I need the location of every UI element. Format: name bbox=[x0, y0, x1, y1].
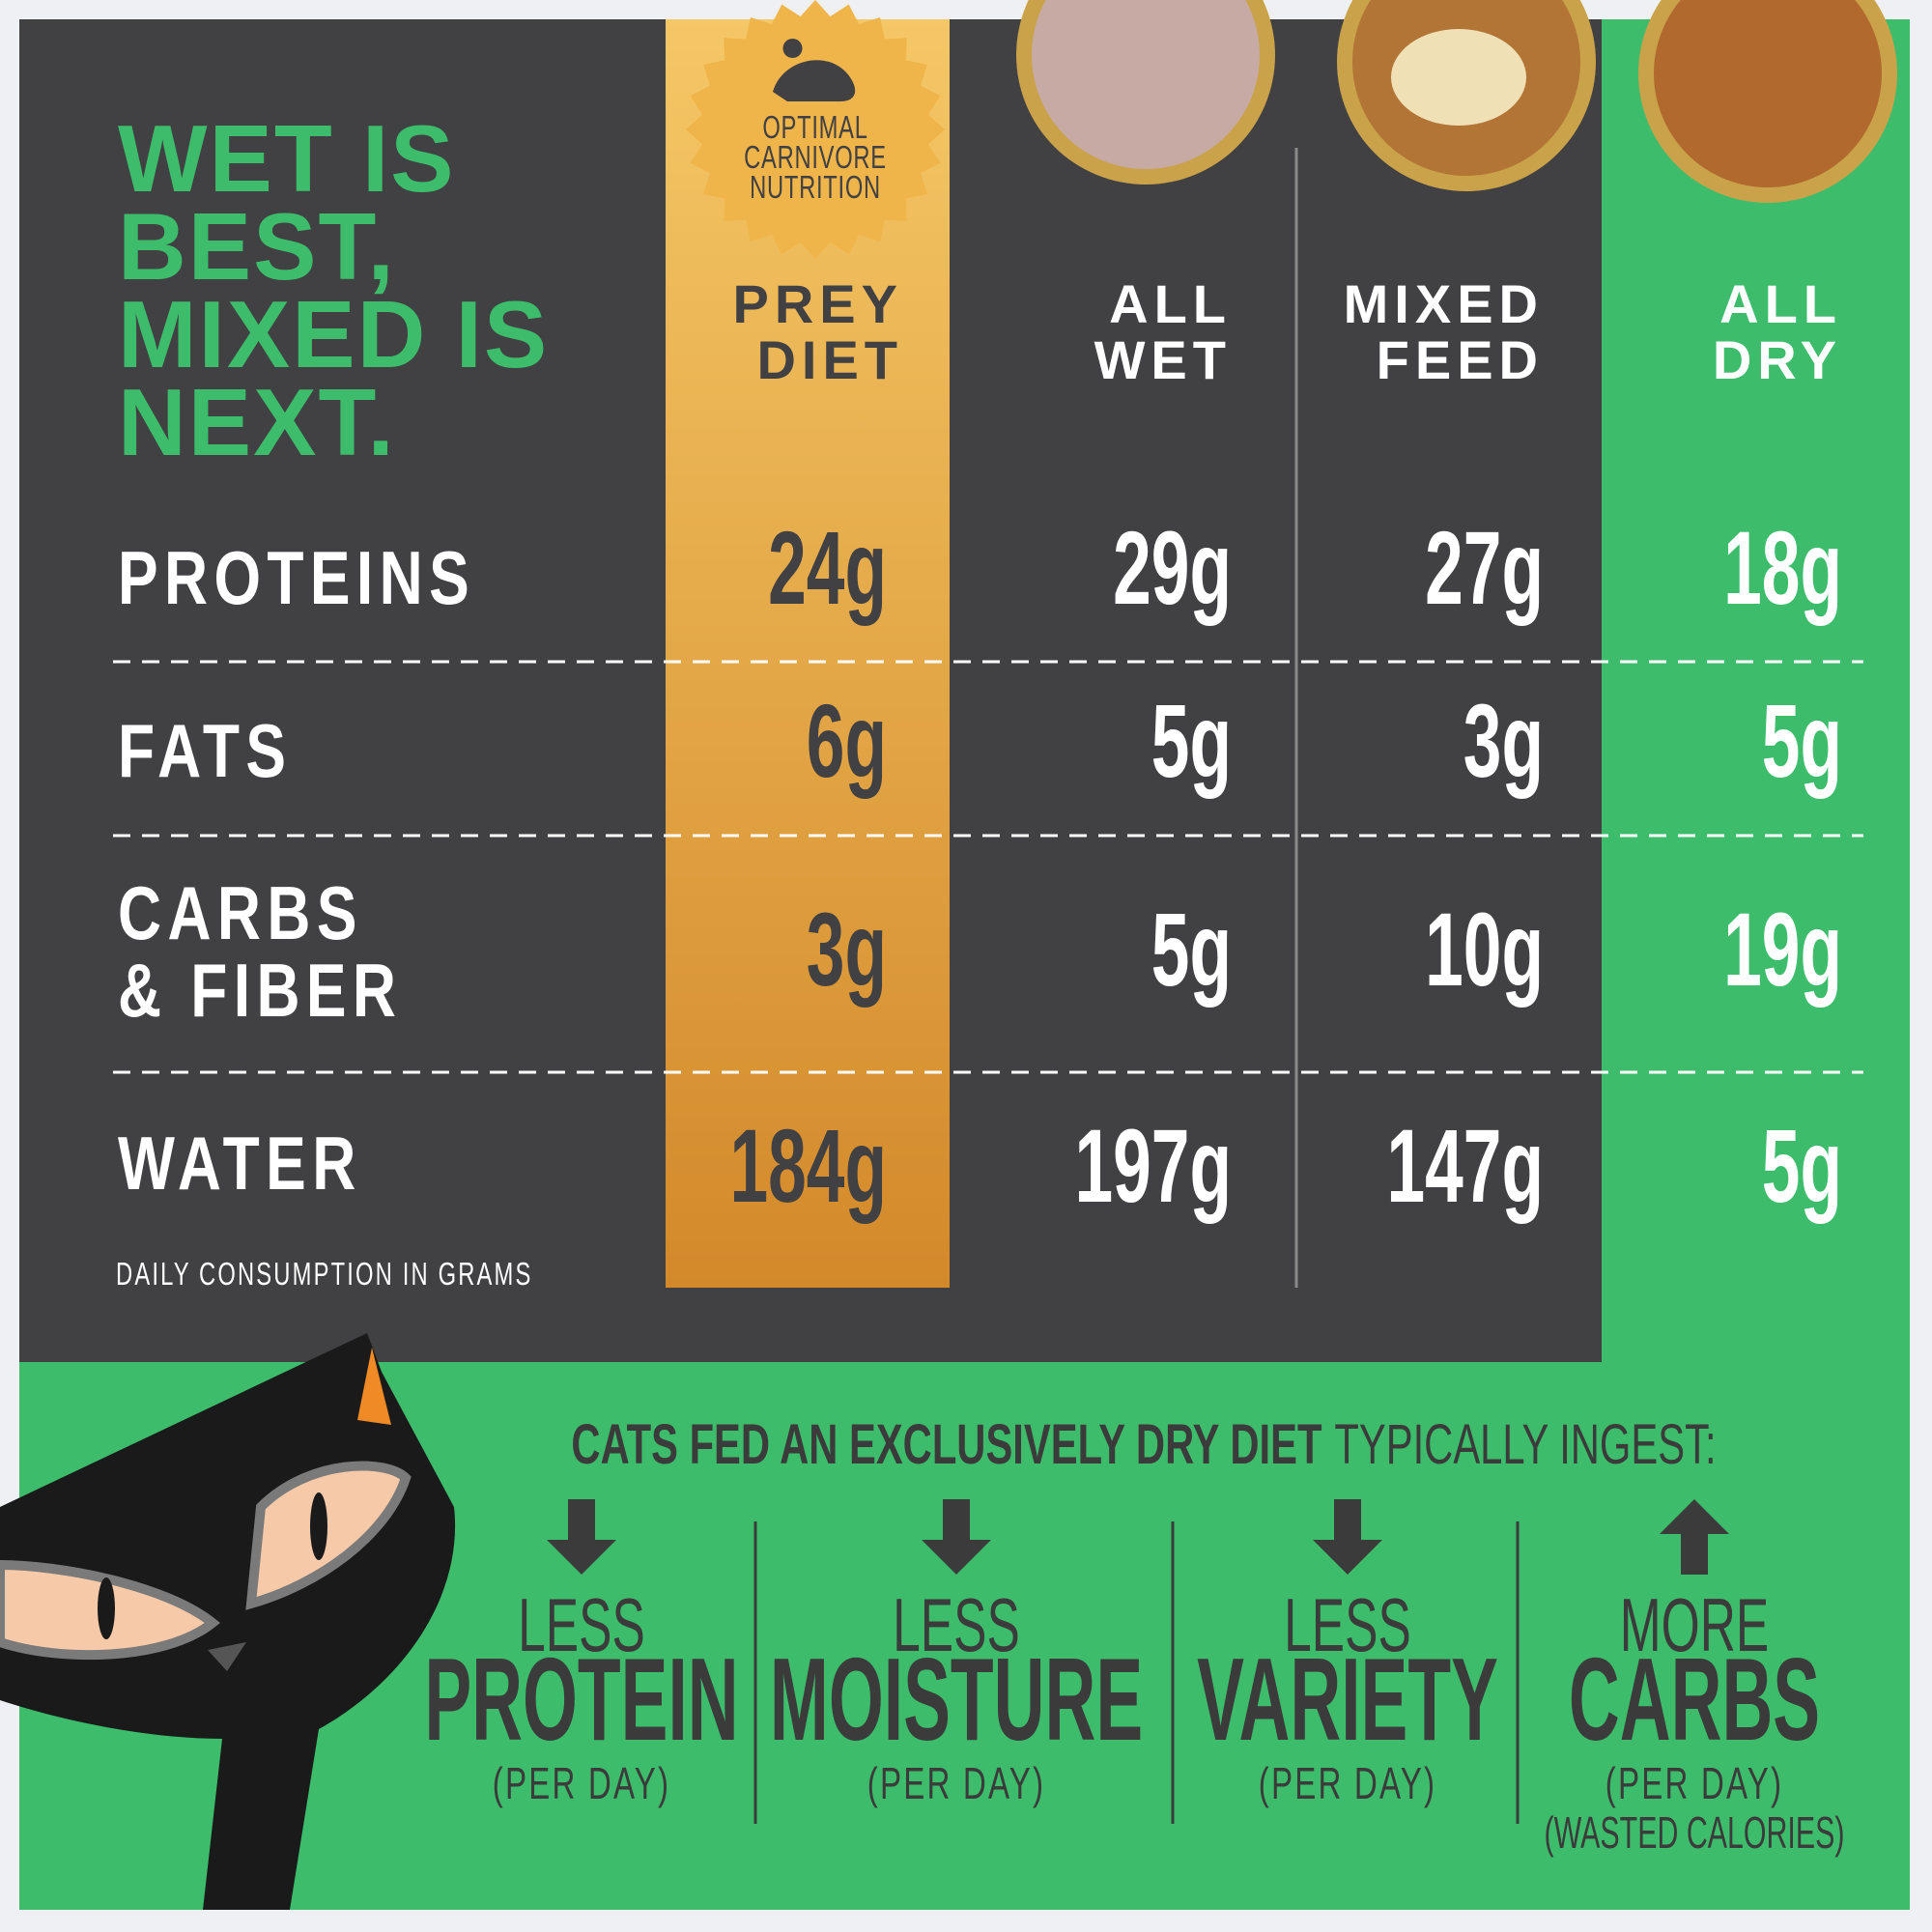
item-small: LESS bbox=[518, 1583, 645, 1667]
row-label: WATER bbox=[118, 1121, 362, 1205]
title-line: BEST, bbox=[118, 193, 396, 299]
cell-value: 6g bbox=[807, 683, 887, 799]
cell-value: 5g bbox=[1151, 683, 1232, 799]
badge-text: NUTRITION bbox=[750, 170, 881, 206]
row-label: & FIBER bbox=[118, 948, 402, 1032]
item-note: (PER DAY) bbox=[867, 1760, 1045, 1808]
item-big: PROTEIN bbox=[424, 1634, 738, 1766]
item-note: (PER DAY) bbox=[1605, 1760, 1783, 1808]
column-header: DRY bbox=[1713, 329, 1842, 390]
badge bbox=[686, 0, 945, 259]
column-header: ALL bbox=[1109, 273, 1232, 334]
column-header: FEED bbox=[1377, 329, 1544, 390]
item-extra: (WASTED CALORIES) bbox=[1545, 1809, 1845, 1859]
footnote: DAILY CONSUMPTION IN GRAMS bbox=[116, 1257, 532, 1293]
item-small: LESS bbox=[893, 1583, 1020, 1667]
column-header: MIXED bbox=[1344, 273, 1544, 334]
cell-value: 3g bbox=[1463, 683, 1544, 799]
cat-illustration bbox=[0, 1333, 456, 1910]
mouse-icon bbox=[773, 39, 856, 101]
cell-value: 5g bbox=[1762, 683, 1842, 799]
cell-value: 3g bbox=[807, 892, 887, 1008]
cell-value: 10g bbox=[1425, 892, 1544, 1008]
cell-value: 27g bbox=[1425, 510, 1544, 626]
item-big: VARIETY bbox=[1197, 1634, 1498, 1766]
cell-value: 147g bbox=[1387, 1108, 1544, 1224]
cell-value: 184g bbox=[730, 1108, 887, 1224]
title-line: NEXT. bbox=[118, 369, 396, 475]
badge-text: CARNIVORE bbox=[744, 140, 887, 176]
headline-bold: CATS FED AN EXCLUSIVELY DRY DIET bbox=[571, 1412, 1321, 1475]
item-big: CARBS bbox=[1569, 1634, 1820, 1766]
column-header: DIET bbox=[756, 329, 903, 390]
column-header: WET bbox=[1094, 329, 1232, 390]
arrow-icon bbox=[1313, 1499, 1382, 1575]
summary-headline: CATS FED AN EXCLUSIVELY DRY DIET TYPICALL… bbox=[571, 1412, 1716, 1475]
item-note: (PER DAY) bbox=[1259, 1760, 1436, 1808]
arrow-icon bbox=[547, 1499, 616, 1575]
row-label: FATS bbox=[118, 708, 292, 792]
badge-text: OPTIMAL bbox=[762, 110, 867, 146]
cell-value: 5g bbox=[1151, 892, 1232, 1008]
cell-value: 18g bbox=[1723, 510, 1842, 626]
item-note: (PER DAY) bbox=[493, 1760, 670, 1808]
arrow-icon bbox=[1660, 1499, 1729, 1575]
cell-value: 5g bbox=[1762, 1108, 1842, 1224]
column-header: ALL bbox=[1719, 273, 1842, 334]
cell-value: 19g bbox=[1723, 892, 1842, 1008]
cell-value: 197g bbox=[1075, 1108, 1232, 1224]
row-label: CARBS bbox=[118, 870, 363, 954]
food-bowls bbox=[1016, 0, 1897, 203]
item-small: LESS bbox=[1284, 1583, 1411, 1667]
title-line: MIXED IS bbox=[118, 281, 549, 387]
arrow-icon bbox=[922, 1499, 991, 1575]
row-label: PROTEINS bbox=[118, 535, 475, 619]
dry-panel bbox=[1602, 19, 1910, 1362]
cell-value: 29g bbox=[1113, 510, 1232, 626]
title-line: WET IS bbox=[118, 105, 456, 212]
cell-value: 24g bbox=[768, 510, 887, 626]
column-header: PREY bbox=[733, 273, 904, 334]
item-big: MOISTURE bbox=[770, 1634, 1143, 1766]
item-small: MORE bbox=[1620, 1583, 1769, 1667]
headline-rest: TYPICALLY INGEST: bbox=[1334, 1412, 1716, 1475]
